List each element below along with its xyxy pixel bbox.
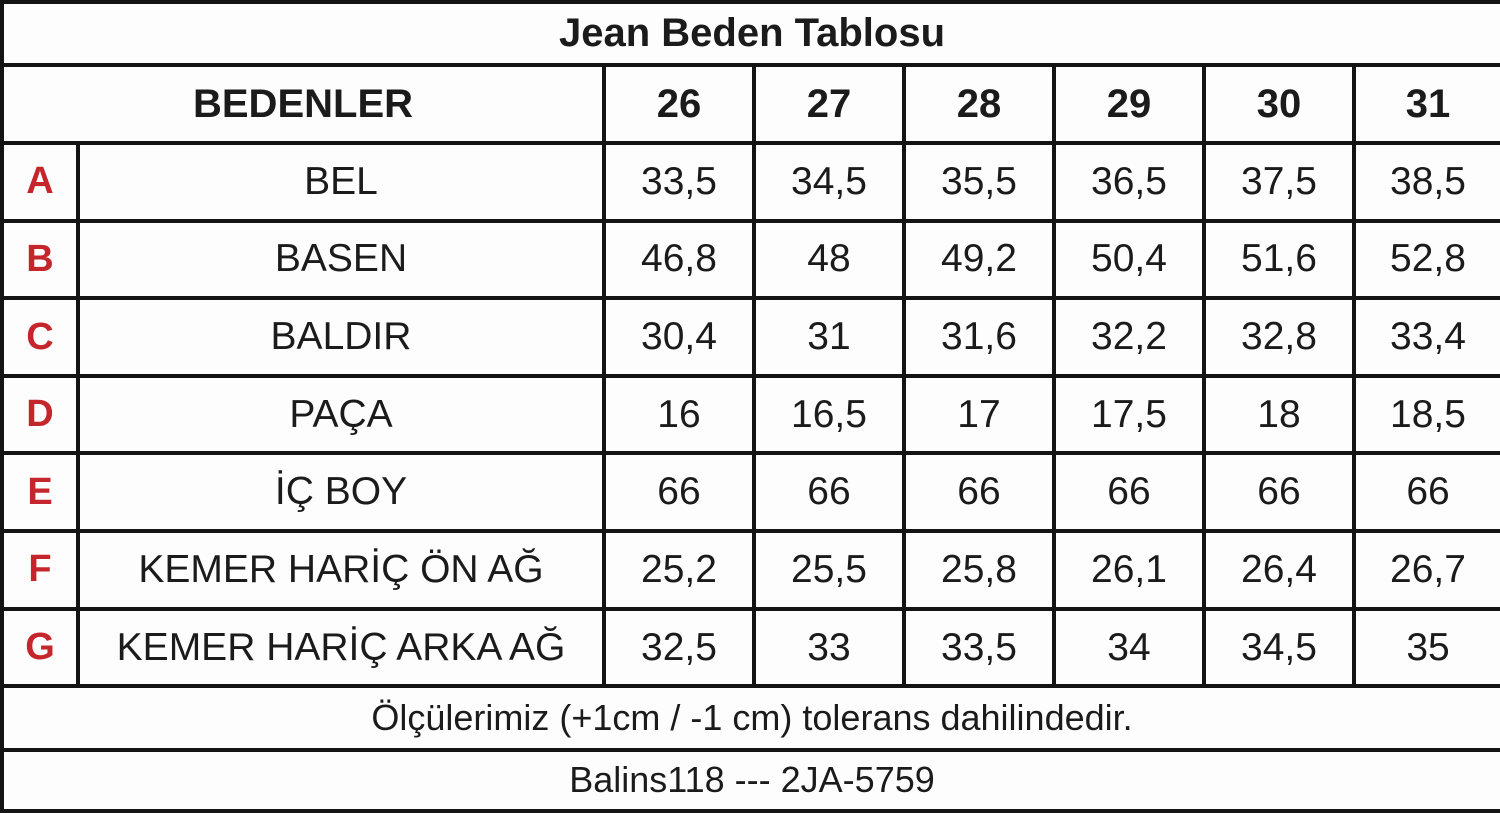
cell-value: 48 [752,218,906,301]
table-row-basen: B BASEN 46,8 48 49,2 50,4 51,6 52,8 [0,218,1500,301]
cell-value: 16 [602,373,756,456]
table-row-bel: A BEL 33,5 34,5 35,5 36,5 37,5 38,5 [0,140,1500,223]
page-title: Jean Beden Tablosu [0,0,1500,68]
tolerance-note-row: Ölçülerimiz (+1cm / -1 cm) tolerans dahi… [0,684,1500,752]
cell-value: 31,6 [902,296,1056,378]
table-row-kemer-haric-on-ag: F KEMER HARİÇ ÖN AĞ 25,2 25,5 25,8 26,1 … [0,529,1500,611]
size-column-header: 28 [902,63,1056,145]
tolerance-note: Ölçülerimiz (+1cm / -1 cm) tolerans dahi… [0,684,1500,752]
table-row-ic-boy: E İÇ BOY 66 66 66 66 66 66 [0,451,1500,534]
cell-value: 33 [752,606,906,689]
row-label: KEMER HARİÇ ÖN AĞ [76,529,606,611]
cell-value: 35,5 [902,140,1056,223]
cell-value: 26,4 [1202,529,1356,611]
cell-value: 31 [752,296,906,378]
product-code: Balins118 --- 2JA-5759 [0,747,1500,813]
cell-value: 51,6 [1202,218,1356,301]
row-label: KEMER HARİÇ ARKA AĞ [76,606,606,689]
cell-value: 25,8 [902,529,1056,611]
cell-value: 18 [1202,373,1356,456]
cell-value: 36,5 [1052,140,1206,223]
cell-value: 17,5 [1052,373,1206,456]
table-row-paca: D PAÇA 16 16,5 17 17,5 18 18,5 [0,373,1500,456]
cell-value: 18,5 [1351,373,1500,456]
cell-value: 66 [902,451,1056,534]
row-label: PAÇA [76,373,606,456]
cell-value: 52,8 [1351,218,1500,301]
cell-value: 26,1 [1052,529,1206,611]
size-column-header: 29 [1052,63,1206,145]
row-label: İÇ BOY [76,451,606,534]
cell-value: 25,5 [752,529,906,611]
cell-value: 66 [1202,451,1356,534]
table-row-baldir: C BALDIR 30,4 31 31,6 32,2 32,8 33,4 [0,296,1500,378]
row-label: BALDIR [76,296,606,378]
cell-value: 49,2 [902,218,1056,301]
cell-value: 46,8 [602,218,756,301]
sizes-header-label: BEDENLER [0,63,606,145]
cell-value: 32,2 [1052,296,1206,378]
row-letter: C [0,296,80,378]
title-row: Jean Beden Tablosu [0,0,1500,68]
cell-value: 26,7 [1351,529,1500,611]
cell-value: 33,5 [902,606,1056,689]
cell-value: 34,5 [1202,606,1356,689]
cell-value: 66 [752,451,906,534]
row-letter: A [0,140,80,223]
cell-value: 35 [1351,606,1500,689]
table-row-kemer-haric-arka-ag: G KEMER HARİÇ ARKA AĞ 32,5 33 33,5 34 34… [0,606,1500,689]
cell-value: 32,5 [602,606,756,689]
cell-value: 25,2 [602,529,756,611]
row-letter: B [0,218,80,301]
cell-value: 33,4 [1351,296,1500,378]
cell-value: 66 [1351,451,1500,534]
cell-value: 50,4 [1052,218,1206,301]
size-column-header: 27 [752,63,906,145]
cell-value: 66 [1052,451,1206,534]
row-label: BASEN [76,218,606,301]
row-letter: D [0,373,80,456]
cell-value: 17 [902,373,1056,456]
cell-value: 34 [1052,606,1206,689]
row-letter: G [0,606,80,689]
row-letter: F [0,529,80,611]
cell-value: 33,5 [602,140,756,223]
cell-value: 38,5 [1351,140,1500,223]
size-column-header: 26 [602,63,756,145]
cell-value: 32,8 [1202,296,1356,378]
cell-value: 30,4 [602,296,756,378]
product-code-row: Balins118 --- 2JA-5759 [0,747,1500,813]
cell-value: 66 [602,451,756,534]
cell-value: 37,5 [1202,140,1356,223]
cell-value: 16,5 [752,373,906,456]
header-row: BEDENLER 26 27 28 29 30 31 [0,63,1500,145]
row-letter: E [0,451,80,534]
cell-value: 34,5 [752,140,906,223]
size-column-header: 31 [1351,63,1500,145]
size-column-header: 30 [1202,63,1356,145]
row-label: BEL [76,140,606,223]
